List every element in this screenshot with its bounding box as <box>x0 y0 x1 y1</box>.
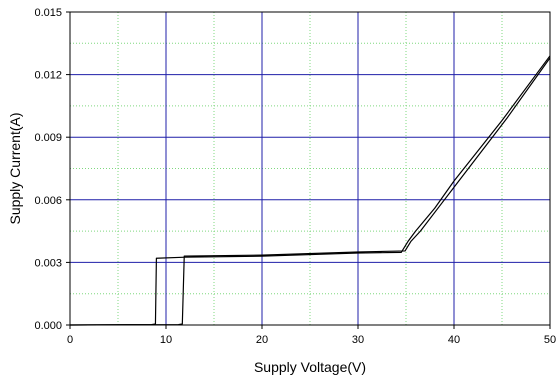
x-tick-label: 30 <box>352 334 364 346</box>
series-line-1 <box>69 55 551 326</box>
y-tick-label: 0.003 <box>34 257 62 269</box>
minor-grid <box>70 12 550 325</box>
y-tick-label: 0.006 <box>34 195 62 207</box>
y-tick-label: 0.012 <box>34 70 62 82</box>
x-tick-label: 10 <box>160 334 172 346</box>
x-tick-label: 40 <box>448 334 460 346</box>
x-tick-label: 0 <box>67 334 73 346</box>
y-tick-label: 0.015 <box>34 7 62 19</box>
x-tick-label: 20 <box>256 334 268 346</box>
y-tick-label: 0.000 <box>34 320 62 332</box>
major-grid <box>70 12 550 325</box>
y-tick-label: 0.009 <box>34 132 62 144</box>
y-tick-labels: 0.000 0.003 0.006 0.009 0.012 0.015 <box>34 7 62 332</box>
x-tick-label: 50 <box>544 334 556 346</box>
series-line-2 <box>69 57 551 326</box>
x-axis-label: Supply Voltage(V) <box>254 359 366 375</box>
axis-ticks <box>66 11 551 329</box>
y-axis-label: Supply Current(A) <box>7 112 23 224</box>
plot-frame <box>69 11 551 326</box>
series-layer <box>69 55 551 326</box>
x-tick-labels: 0 10 20 30 40 50 <box>67 334 556 346</box>
